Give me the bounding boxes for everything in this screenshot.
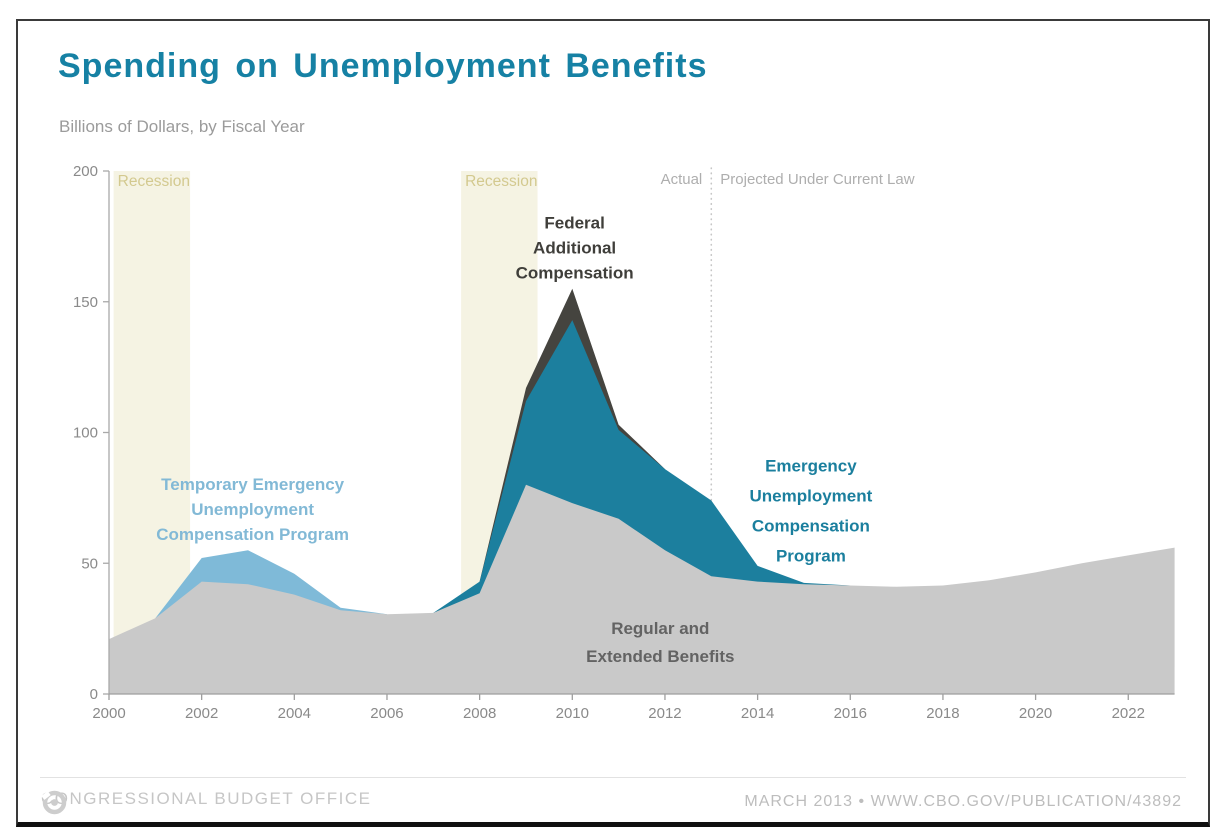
x-tick-label: 2002 (185, 705, 218, 722)
chart-title: Spending on Unemployment Benefits (58, 47, 708, 85)
footer-publication-text: MARCH 2013 • WWW.CBO.GOV/PUBLICATION/438… (744, 793, 1182, 810)
annotation-federal-additional-compensation: Federal Additional Compensation (516, 214, 634, 283)
y-tick-label: 150 (73, 294, 98, 311)
x-tick-label: 2016 (834, 705, 867, 722)
cbo-logo-icon (41, 790, 67, 815)
y-tick-label: 100 (73, 425, 98, 442)
actual-label: Actual (661, 171, 703, 188)
x-tick-label: 2020 (1019, 705, 1052, 722)
y-tick-label: 50 (81, 555, 98, 572)
x-tick-label: 2018 (926, 705, 959, 722)
x-tick-label: 2010 (556, 705, 589, 722)
x-tick-label: 2012 (648, 705, 681, 722)
footer-brand-group: CONGRESSIONAL BUDGET OFFICE (41, 789, 372, 815)
stacked-area-chart: Recession Recession Actual Projected Under … (73, 163, 1175, 722)
y-tick-label: 0 (90, 686, 98, 703)
chart-frame: Spending on Unemployment Benefits Billio… (16, 19, 1210, 827)
projected-label: Projected Under Current Law (720, 171, 914, 188)
footer-brand-text: CONGRESSIONAL BUDGET OFFICE (41, 789, 372, 808)
x-tick-label: 2006 (370, 705, 403, 722)
x-tick-label: 2000 (92, 705, 125, 722)
x-tick-label: 2022 (1112, 705, 1145, 722)
x-tick-label: 2014 (741, 705, 774, 722)
x-tick-label: 2004 (278, 705, 311, 722)
area-regular-extended (109, 484, 1175, 694)
annotation-regular-extended-benefits: Regular and Extended Benefits (586, 619, 734, 666)
annotation-temporary-emergency-uc: Temporary Emergency Unemployment Compensat… (156, 475, 349, 544)
recession-label: Recession (465, 173, 537, 190)
recession-label: Recession (118, 173, 190, 190)
chart-subtitle: Billions of Dollars, by Fiscal Year (59, 117, 305, 136)
y-tick-label: 200 (73, 163, 98, 180)
annotation-emergency-uc-program: Emergency Unemployment Compensation Program (750, 457, 873, 566)
footer-divider (40, 777, 1186, 778)
x-tick-label: 2008 (463, 705, 496, 722)
